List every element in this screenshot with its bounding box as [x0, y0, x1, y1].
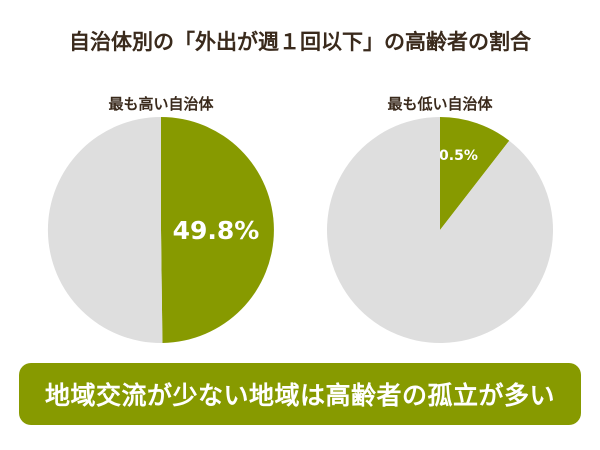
conclusion-text: 地域交流が少ない地域は高齢者の孤立が多い [44, 381, 555, 410]
pie-slice-label: 49.8% [173, 216, 260, 245]
pie-slice-label: 10.5% [429, 148, 478, 164]
pie-lowest: 10.5% [327, 117, 554, 343]
pie-slice [161, 117, 274, 343]
pie-slice [440, 117, 510, 230]
pie-slice [327, 117, 554, 343]
pie-title-highest: 最も高い自治体 [108, 95, 214, 113]
pie-highest: 49.8% [47, 116, 274, 343]
pie-slice [47, 116, 163, 343]
chart-title: 自治体別の「外出が週１回以下」の高齢者の割合 [69, 30, 531, 54]
pie-title-lowest: 最も低い自治体 [387, 95, 493, 113]
conclusion-banner: 地域交流が少ない地域は高齢者の孤立が多い [19, 363, 581, 425]
